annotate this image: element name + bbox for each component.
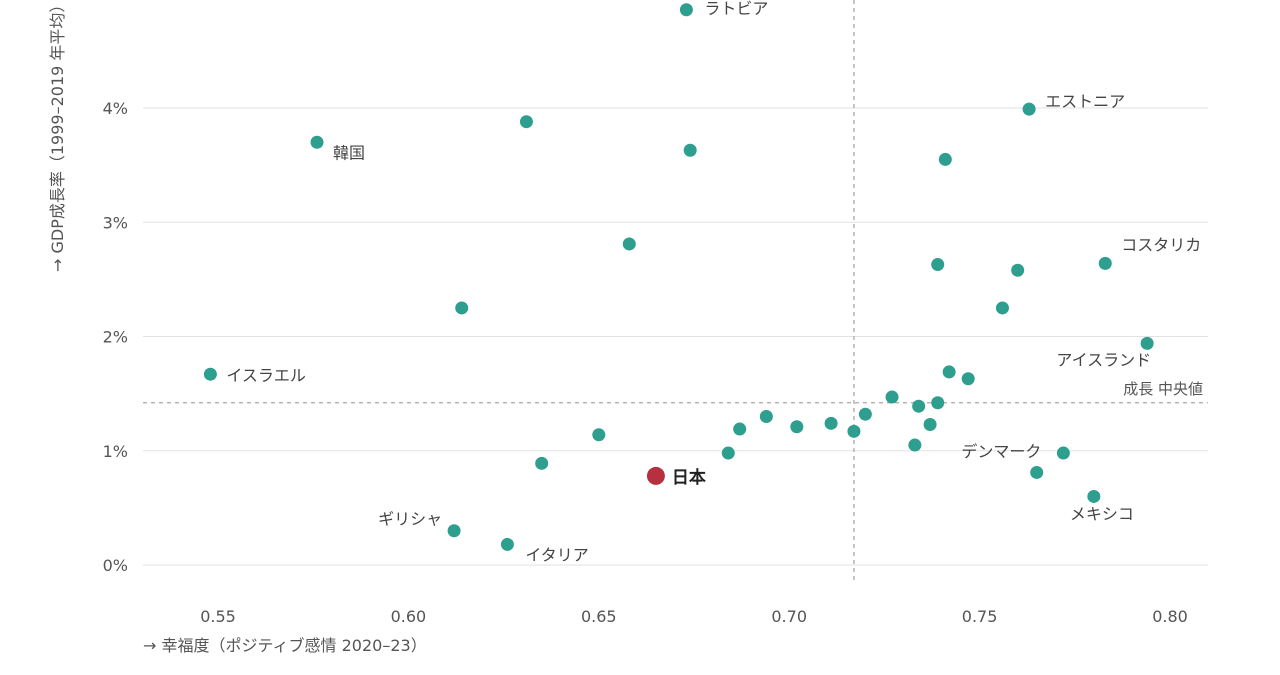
data-point [1056, 446, 1070, 460]
data-point [1140, 336, 1154, 350]
data-point [961, 372, 975, 386]
data-point [310, 135, 324, 149]
data-point [942, 365, 956, 379]
y-tick-label: 4% [103, 99, 128, 118]
point-label: コスタリカ [1121, 235, 1201, 254]
data-point [908, 438, 922, 452]
data-point [203, 367, 217, 381]
data-point [455, 301, 469, 315]
point-label: 日本 [672, 467, 706, 488]
data-point [683, 143, 697, 157]
data-point [679, 3, 693, 17]
y-tick-label: 2% [103, 328, 128, 347]
x-axis-ticks: 0.55 0.60 0.65 0.70 0.75 0.80 [200, 607, 1188, 626]
data-point [447, 524, 461, 538]
data-point [885, 390, 899, 404]
data-point [938, 152, 952, 166]
x-tick-label: 0.65 [581, 607, 617, 626]
data-point [733, 422, 747, 436]
data-point [847, 424, 861, 438]
median-label: 成長 中央値 [1123, 380, 1203, 398]
data-point [824, 416, 838, 430]
data-points [203, 3, 1154, 551]
data-point [931, 396, 945, 410]
point-label: 韓国 [333, 143, 365, 162]
point-label: アイスランド [1056, 350, 1151, 369]
x-tick-label: 0.55 [200, 607, 236, 626]
data-point [1011, 263, 1025, 277]
data-point [995, 301, 1009, 315]
data-point [1087, 489, 1101, 503]
point-label: イタリア [525, 545, 588, 564]
data-point [622, 237, 636, 251]
data-point-highlight [646, 466, 665, 485]
x-tick-label: 0.75 [962, 607, 998, 626]
data-point [912, 399, 926, 413]
data-point [721, 446, 735, 460]
data-point [790, 420, 804, 434]
data-point [931, 258, 945, 272]
y-axis-ticks: 0% 1% 2% 3% 4% [103, 99, 128, 575]
point-label: デンマーク [961, 442, 1041, 461]
point-label: メキシコ [1070, 504, 1134, 523]
data-point [1022, 102, 1036, 116]
data-point [1098, 256, 1112, 270]
y-axis-title: → GDP成長率（1999–2019 年平均） [48, 0, 67, 272]
y-tick-label: 0% [103, 556, 128, 575]
y-tick-label: 3% [103, 213, 128, 232]
data-point [1030, 465, 1044, 479]
data-point [592, 428, 606, 442]
x-tick-label: 0.80 [1152, 607, 1188, 626]
point-label: エストニア [1045, 92, 1125, 111]
data-point [858, 407, 872, 421]
data-point [500, 537, 514, 551]
point-label: イスラエル [226, 366, 306, 385]
y-tick-label: 1% [103, 442, 128, 461]
x-tick-label: 0.60 [391, 607, 427, 626]
data-point [923, 417, 937, 431]
data-point [519, 115, 533, 129]
x-tick-label: 0.70 [771, 607, 807, 626]
point-label: ラトビア [704, 0, 768, 18]
median-lines: 成長 中央値 [143, 0, 1208, 582]
data-point [535, 456, 549, 470]
data-point [759, 409, 773, 423]
gridlines [143, 107, 1208, 566]
point-label: ギリシャ [378, 510, 442, 529]
x-axis-title: → 幸福度（ポジティブ感情 2020–23） [143, 636, 427, 655]
